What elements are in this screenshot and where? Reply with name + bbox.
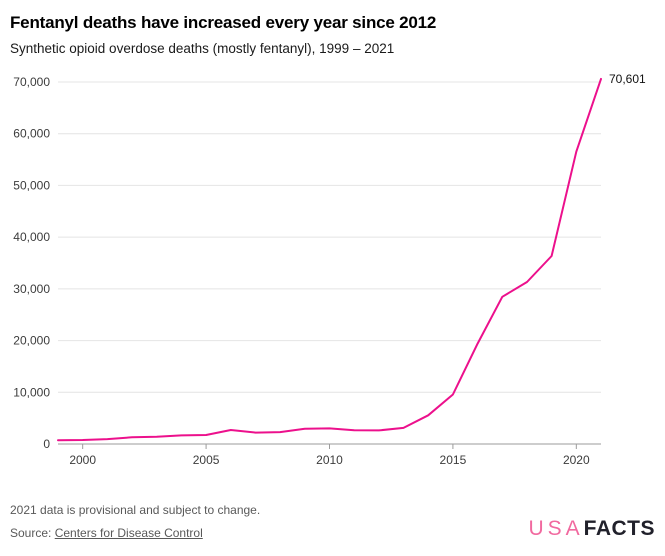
source-link[interactable]: Centers for Disease Control <box>54 526 203 540</box>
x-tick-label: 2005 <box>193 453 220 467</box>
logo-facts: FACTS <box>583 517 655 540</box>
x-tick-label: 2020 <box>563 453 590 467</box>
source-prefix: Source: <box>10 526 55 540</box>
chart-subtitle: Synthetic opioid overdose deaths (mostly… <box>10 41 395 57</box>
y-tick-label: 0 <box>43 437 50 451</box>
end-value-label: 70,601 <box>609 72 646 86</box>
y-tick-label: 60,000 <box>13 127 50 141</box>
provisional-note: 2021 data is provisional and subject to … <box>10 503 261 517</box>
line-chart: 0 10,000 20,000 30,000 40,000 50,000 60,000 70,… <box>13 72 646 467</box>
data-line <box>57 78 602 442</box>
y-tick-label: 70,000 <box>13 75 50 89</box>
x-tick-label: 2000 <box>69 453 96 467</box>
chart-title: Fentanyl deaths have increased every yea… <box>10 13 437 32</box>
footer: 2021 data is provisional and subject to … <box>10 503 655 540</box>
y-tick-label: 50,000 <box>13 179 50 193</box>
usafacts-logo: USAFACTS <box>528 518 655 540</box>
x-tick-label: 2015 <box>440 453 467 467</box>
x-tick-label: 2010 <box>316 453 343 467</box>
y-tick-label: 20,000 <box>13 334 50 348</box>
source-line: Source: Centers for Disease Control <box>10 526 260 540</box>
y-tick-label: 30,000 <box>13 282 50 296</box>
y-tick-label: 40,000 <box>13 230 50 244</box>
logo-usa: USA <box>528 517 584 540</box>
y-tick-label: 10,000 <box>13 386 50 400</box>
footer-notes: 2021 data is provisional and subject to … <box>10 503 260 540</box>
